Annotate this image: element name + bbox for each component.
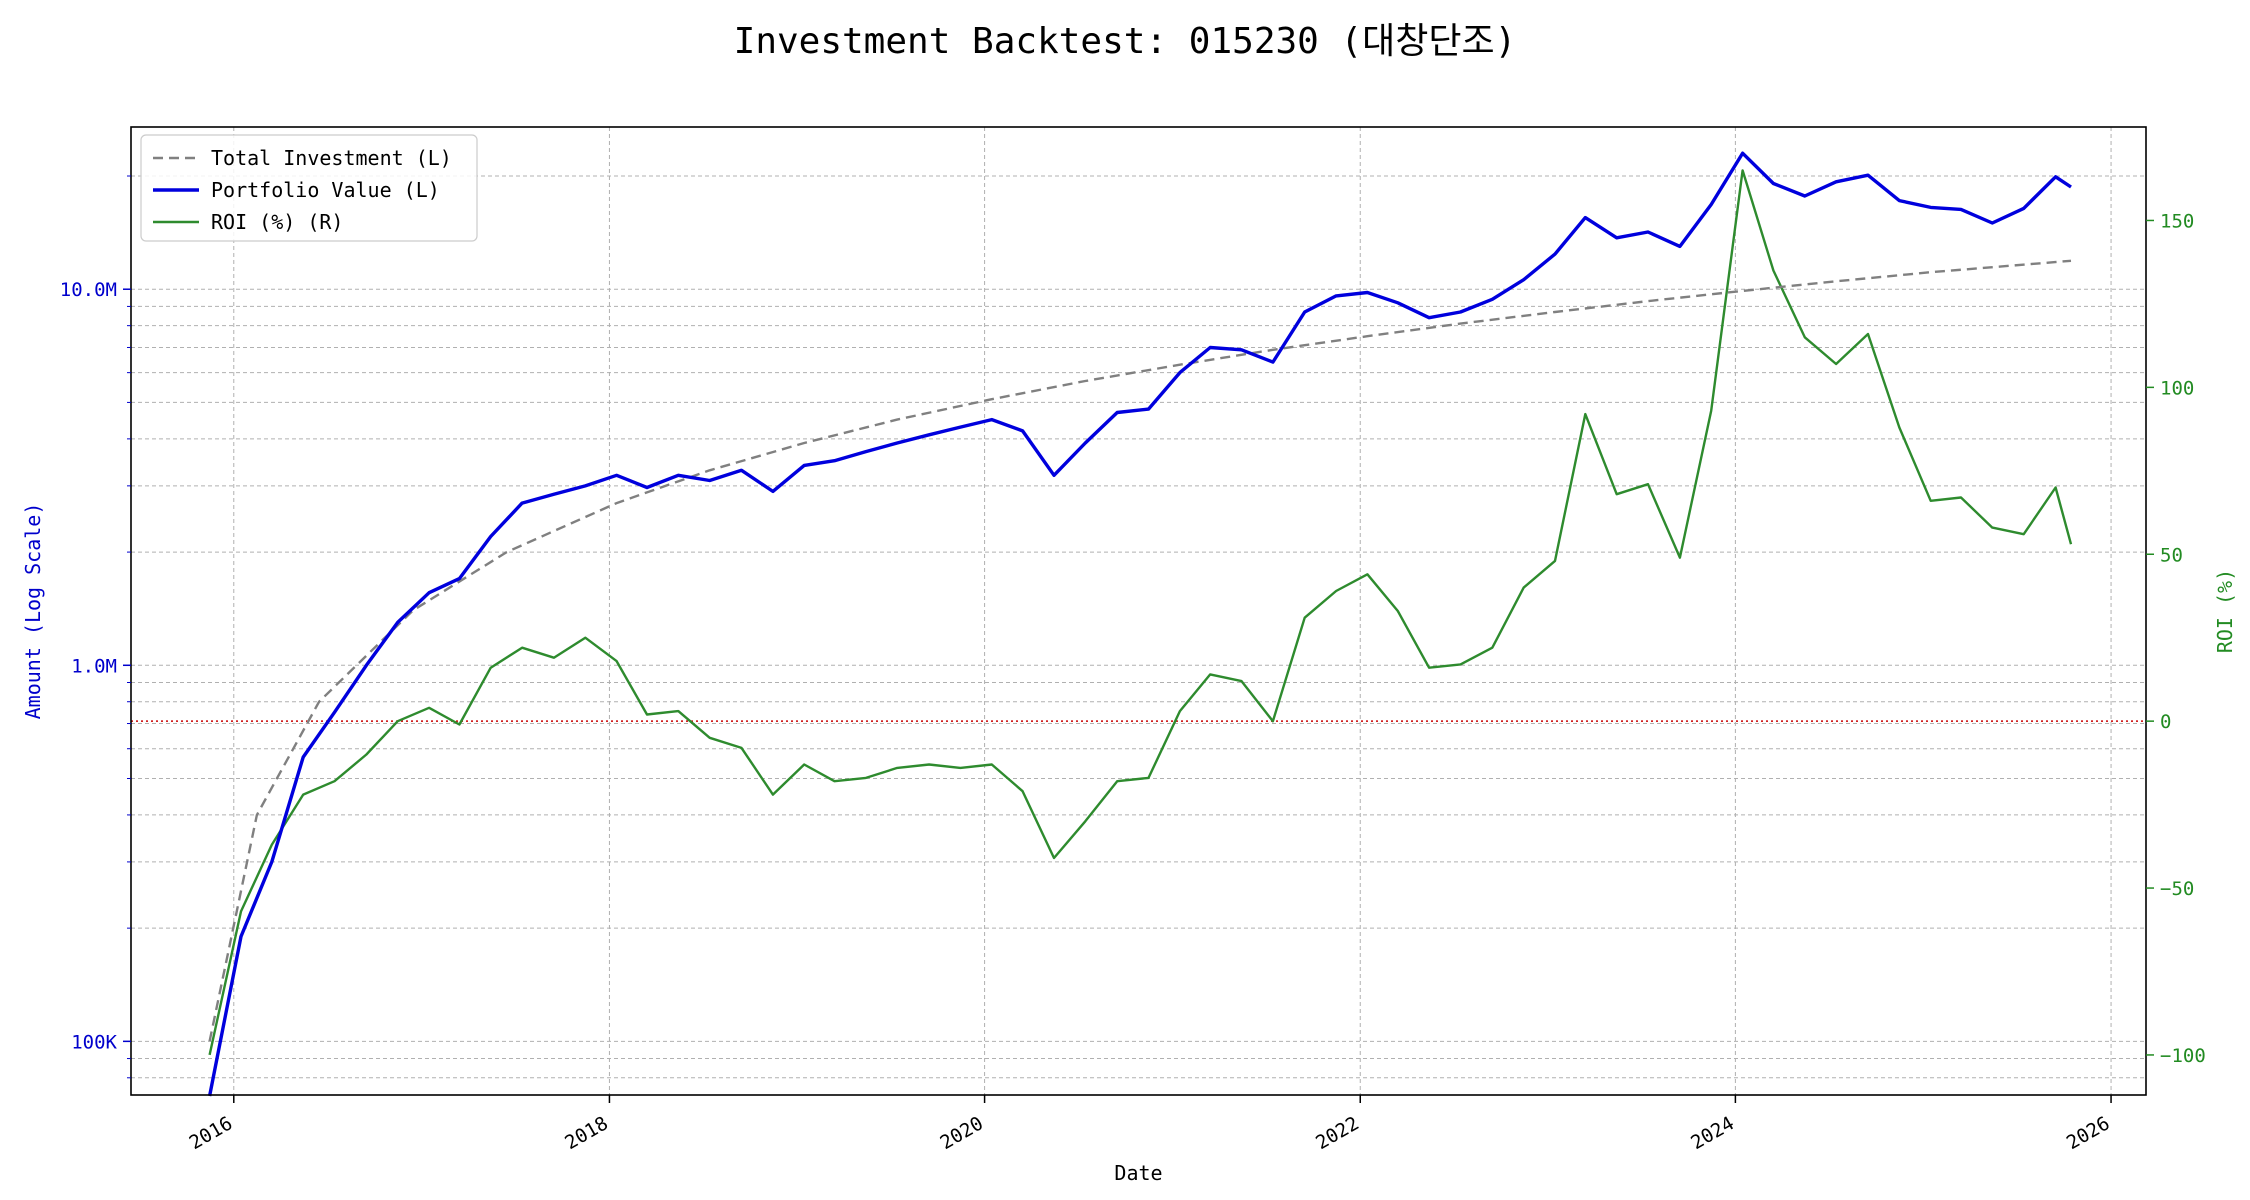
legend-box [140,134,478,242]
y-left-tick-label: 100K [71,1031,117,1053]
x-tick-label: 2018 [561,1112,612,1154]
legend-entry-label: Total Investment (L) [211,146,452,170]
x-tick-label: 2022 [1312,1112,1363,1154]
x-axis: 2016 2018 2020 2022 2024 2026 [186,1095,2114,1154]
plot-frame [130,126,2147,1096]
x-tick-label: 2026 [2063,1112,2114,1154]
y-axis-left-label: Amount (Log Scale) [21,503,45,720]
y-right-tick-label: −100 [2160,1045,2206,1067]
y-right-tick-label: 50 [2160,544,2183,566]
x-axis-label: Date [1114,1161,1162,1185]
y-right-tick-label: −50 [2160,878,2194,900]
y-right-tick-label: 0 [2160,711,2171,733]
total-investment-line [208,259,2072,1042]
legend: Total Investment (L) Portfolio Value (L) R… [140,134,478,242]
series-layer [207,151,2073,1097]
legend-entry-label: ROI (%) (R) [211,210,343,234]
x-tick-label: 2024 [1687,1112,1738,1154]
legend-entry-label: Portfolio Value (L) [211,178,440,202]
roi-line [208,169,2073,1056]
x-tick-label: 2016 [186,1112,237,1154]
chart-title: Investment Backtest: 015230 (대창단조) [733,21,1517,62]
grid-lines [131,127,2146,1095]
y-axis-left: 100K 1.0M 10.0M [60,175,131,1079]
x-tick-label: 2020 [936,1112,987,1154]
portfolio-value-line [207,151,2072,1097]
y-left-tick-label: 1.0M [71,655,117,677]
y-right-tick-label: 150 [2160,210,2194,232]
y-left-tick-label: 10.0M [60,279,117,301]
y-right-tick-label: 100 [2160,377,2194,399]
y-axis-right: −100 −50 0 50 100 150 [2146,210,2206,1067]
y-axis-right-label: ROI (%) [2213,569,2237,653]
